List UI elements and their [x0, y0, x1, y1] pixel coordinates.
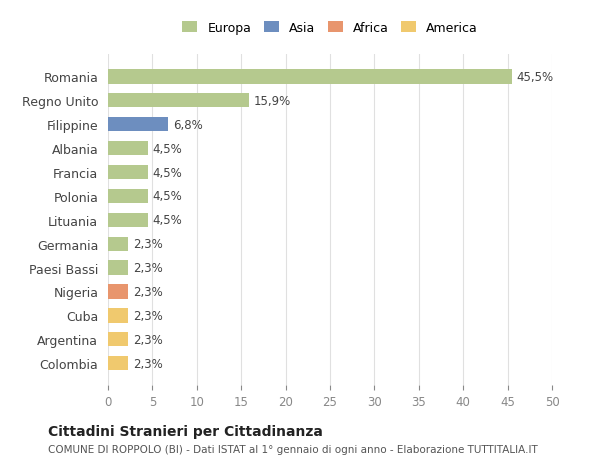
- Text: 2,3%: 2,3%: [133, 333, 163, 346]
- Bar: [108, 332, 128, 347]
- Text: 4,5%: 4,5%: [152, 214, 182, 227]
- Text: 4,5%: 4,5%: [152, 166, 182, 179]
- Text: 4,5%: 4,5%: [152, 190, 182, 203]
- Text: 2,3%: 2,3%: [133, 262, 163, 274]
- Text: 2,3%: 2,3%: [133, 309, 163, 322]
- Text: 2,3%: 2,3%: [133, 285, 163, 298]
- Bar: [108, 237, 128, 252]
- Text: Cittadini Stranieri per Cittadinanza: Cittadini Stranieri per Cittadinanza: [48, 425, 323, 438]
- Legend: Europa, Asia, Africa, America: Europa, Asia, Africa, America: [179, 18, 481, 39]
- Bar: [108, 261, 128, 275]
- Text: 45,5%: 45,5%: [517, 71, 554, 84]
- Bar: [108, 94, 249, 108]
- Bar: [108, 189, 148, 204]
- Text: 4,5%: 4,5%: [152, 142, 182, 155]
- Text: 6,8%: 6,8%: [173, 118, 203, 131]
- Text: COMUNE DI ROPPOLO (BI) - Dati ISTAT al 1° gennaio di ogni anno - Elaborazione TU: COMUNE DI ROPPOLO (BI) - Dati ISTAT al 1…: [48, 444, 538, 454]
- Bar: [108, 308, 128, 323]
- Bar: [108, 118, 169, 132]
- Bar: [108, 166, 148, 180]
- Text: 2,3%: 2,3%: [133, 238, 163, 251]
- Bar: [108, 213, 148, 228]
- Text: 2,3%: 2,3%: [133, 357, 163, 370]
- Bar: [108, 285, 128, 299]
- Bar: [108, 356, 128, 370]
- Bar: [108, 142, 148, 156]
- Bar: [108, 70, 512, 84]
- Text: 15,9%: 15,9%: [254, 95, 291, 107]
